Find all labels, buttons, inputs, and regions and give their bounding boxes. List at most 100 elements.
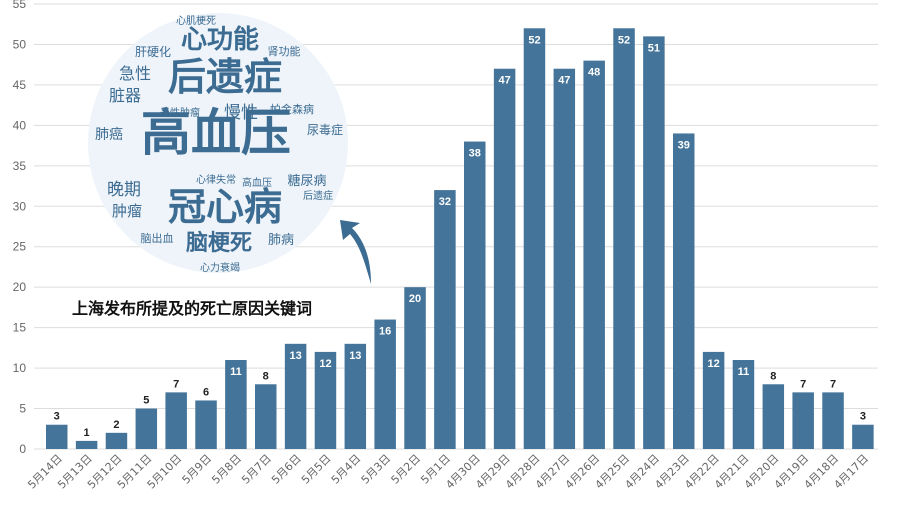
bar	[105, 432, 128, 449]
bar	[374, 319, 396, 449]
wordcloud-word: 肺癌	[95, 127, 123, 143]
bar	[314, 351, 337, 449]
bar	[195, 400, 217, 449]
bar	[135, 408, 158, 449]
bar-value-label: 11	[738, 366, 750, 378]
wordcloud-word: 脏器	[109, 86, 141, 105]
bar-value-label: 3	[860, 411, 866, 423]
bar-value-label: 51	[648, 42, 660, 54]
wordcloud-word: 恶性肿瘤	[160, 106, 200, 119]
bar	[255, 384, 277, 449]
wordcloud-word: 慢性	[224, 102, 258, 123]
bar	[165, 392, 187, 449]
y-tick-label: 45	[13, 78, 27, 92]
bar-value-label: 1	[84, 427, 90, 439]
y-tick-label: 55	[13, 0, 27, 11]
bar-value-label: 7	[800, 378, 806, 390]
x-tick-label: 5月4日	[329, 452, 364, 487]
wordcloud-word: 肿瘤	[112, 202, 142, 220]
bar-value-label: 13	[289, 350, 301, 362]
wordcloud-word: 肺病	[268, 233, 294, 248]
y-tick-label: 20	[13, 280, 27, 294]
bar	[75, 440, 98, 449]
bar	[464, 141, 486, 449]
wordcloud-word: 心功能	[181, 24, 259, 55]
wordcloud-word: 心肌梗死	[176, 14, 216, 27]
y-tick-label: 40	[13, 118, 27, 132]
wordcloud-word: 心力衰竭	[200, 261, 240, 274]
bar	[344, 343, 367, 449]
wordcloud-word: 肝硬化	[135, 45, 171, 59]
wordcloud-word: 冠心病	[168, 185, 282, 229]
y-tick-label: 25	[13, 240, 27, 254]
x-tick-label: 5月8日	[209, 452, 244, 487]
x-axis-ticks: 5月14日5月13日5月12日5月11日5月10日5月9日5月8日5月7日5月6…	[25, 452, 871, 492]
bar	[434, 190, 456, 449]
y-tick-label: 35	[13, 159, 27, 173]
y-tick-label: 50	[13, 37, 27, 51]
wordcloud-word: 帕金森病	[270, 102, 314, 116]
bar-value-label: 52	[618, 34, 630, 46]
bar-value-label: 6	[203, 386, 209, 398]
bar	[673, 133, 695, 450]
bar	[493, 68, 516, 450]
bar-value-label: 20	[409, 293, 421, 305]
bar-value-label: 7	[830, 378, 836, 390]
bar	[643, 36, 665, 449]
bar-value-label: 13	[349, 350, 361, 362]
bar	[792, 392, 814, 449]
bar	[583, 60, 605, 450]
bar	[225, 360, 247, 449]
bar-value-label: 32	[439, 196, 451, 208]
pointer-arrow-icon	[340, 220, 371, 284]
bar-value-label: 12	[319, 358, 331, 370]
x-tick-label: 5月7日	[239, 452, 274, 487]
x-tick-label: 5月6日	[269, 452, 304, 487]
x-tick-label: 5月2日	[389, 452, 424, 487]
bar-value-label: 52	[528, 34, 540, 46]
wordcloud-word: 高血压	[242, 176, 272, 189]
bar-value-label: 8	[770, 370, 776, 382]
bar-value-label: 5	[143, 395, 149, 407]
wordcloud-word: 高血压	[141, 104, 291, 162]
y-tick-label: 0	[19, 442, 26, 456]
bar	[404, 287, 426, 449]
wordcloud-word: 尿毒症	[307, 122, 343, 137]
bar-value-label: 38	[469, 148, 481, 160]
bar-value-label: 11	[230, 366, 242, 378]
wordcloud-word: 后遗症	[168, 55, 282, 99]
bar-value-label: 7	[173, 378, 179, 390]
x-tick-label: 5月9日	[180, 452, 215, 487]
bar-value-label: 12	[707, 358, 719, 370]
wordcloud-word: 后遗症	[303, 189, 333, 202]
wordcloud-word: 脑出血	[141, 231, 174, 245]
x-tick-label: 5月3日	[359, 452, 394, 487]
wordcloud-word: 脑梗死	[186, 230, 252, 256]
x-tick-label: 5月5日	[299, 452, 334, 487]
y-axis-ticks: 0 5 10 15 20 25 30 35 40 45 50 55	[13, 0, 27, 456]
bar	[732, 360, 755, 449]
bar	[613, 28, 635, 449]
bar	[702, 351, 725, 449]
bar-value-label: 8	[263, 370, 269, 382]
bar-value-label: 48	[588, 67, 600, 79]
bar	[46, 424, 68, 449]
bar	[284, 343, 307, 449]
bar-value-label: 39	[678, 139, 690, 151]
bar	[553, 68, 576, 450]
wordcloud-word: 肾功能	[268, 44, 301, 58]
bar-value-label: 47	[558, 75, 570, 87]
wordcloud-circle	[88, 13, 348, 273]
bar-value-label: 3	[54, 411, 60, 423]
wordcloud-word: 糖尿病	[287, 173, 326, 189]
bar	[523, 28, 546, 449]
wordcloud-caption: 上海发布所提及的死亡原因关键词	[72, 299, 312, 318]
bar	[822, 392, 844, 449]
wordcloud-word: 心律失常	[196, 173, 236, 186]
wordcloud-word: 急性	[119, 64, 151, 83]
bar-value-label: 16	[379, 326, 391, 338]
y-tick-label: 5	[19, 402, 26, 416]
